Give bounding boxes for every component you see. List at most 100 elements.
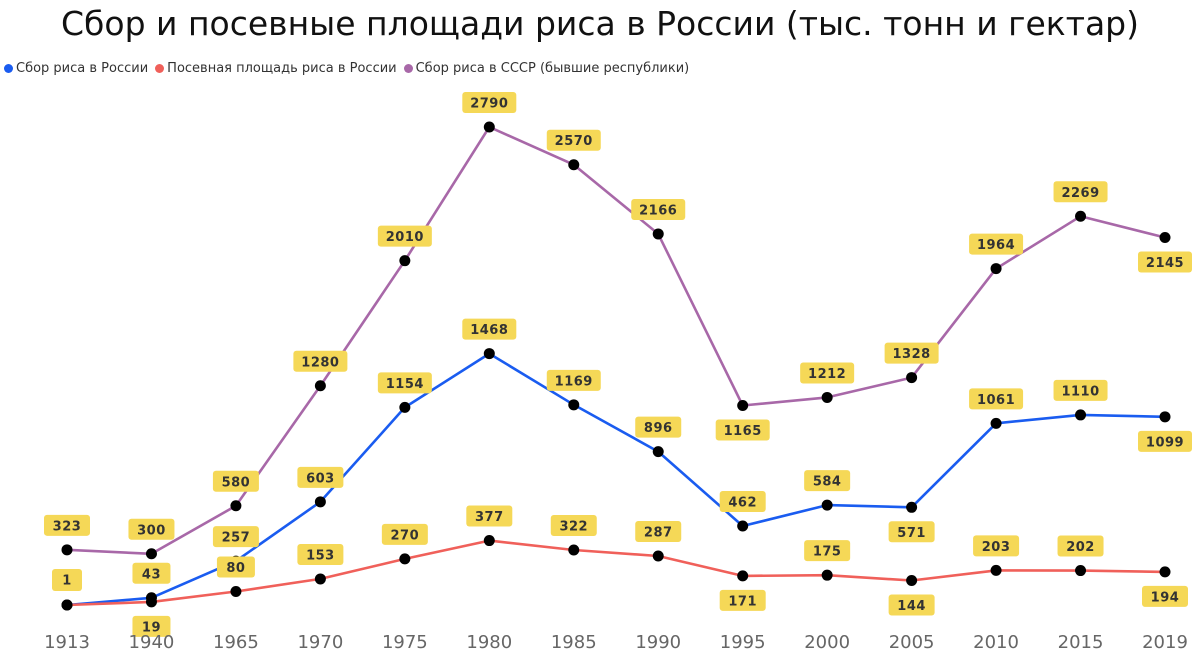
data-label-background [297, 543, 344, 565]
data-label: 323 [44, 514, 90, 536]
data-label-background [212, 470, 259, 492]
data-label-text: 2570 [555, 134, 593, 149]
data-point[interactable] [483, 348, 495, 360]
data-label: 580 [212, 470, 259, 492]
legend-item-russia-area[interactable]: Посевная площадь риса в России [155, 61, 397, 76]
data-point[interactable] [314, 380, 326, 392]
x-tick-label: 1975 [382, 632, 428, 653]
data-point[interactable] [737, 570, 749, 582]
data-label-text: 377 [475, 510, 504, 525]
data-label-background [635, 520, 682, 542]
data-label: 203 [973, 535, 1020, 557]
data-point[interactable] [990, 564, 1002, 576]
data-point[interactable] [145, 548, 157, 560]
data-point[interactable] [483, 121, 495, 133]
data-label-background [969, 388, 1024, 410]
data-label-background [44, 514, 90, 536]
data-point[interactable] [399, 401, 411, 413]
data-point[interactable] [568, 159, 580, 171]
data-point[interactable] [1075, 210, 1087, 222]
legend-label-ussr-harvest: Сбор риса в СССР (бывшие республики) [415, 61, 690, 76]
data-point[interactable] [61, 544, 73, 556]
data-point[interactable] [230, 500, 242, 512]
data-label-background [804, 540, 851, 562]
data-point[interactable] [990, 417, 1002, 429]
data-point[interactable] [145, 596, 157, 608]
data-label: 2145 [1138, 251, 1192, 273]
legend-label-russia-harvest: Сбор риса в России [16, 61, 149, 76]
data-label-background [888, 521, 935, 543]
data-label-text: 1061 [977, 393, 1015, 408]
data-label-background [212, 526, 259, 548]
data-label-text: 175 [813, 545, 842, 560]
data-label: 1110 [1053, 379, 1108, 401]
data-point[interactable] [821, 569, 833, 581]
data-point[interactable] [1159, 411, 1171, 423]
data-point[interactable] [737, 400, 749, 412]
legend-marker-ussr-harvest [403, 64, 413, 73]
data-label-text: 80 [226, 561, 245, 576]
data-label-background [128, 518, 175, 540]
data-point[interactable] [821, 499, 833, 511]
data-label: 571 [888, 521, 935, 543]
data-label-text: 257 [222, 531, 251, 546]
data-label-background [132, 562, 171, 584]
data-label-background [462, 92, 517, 113]
data-label-text: 19 [142, 620, 161, 635]
data-point[interactable] [568, 399, 580, 411]
data-point[interactable] [61, 599, 73, 611]
data-point[interactable] [737, 520, 749, 532]
data-point[interactable] [314, 496, 326, 508]
data-point[interactable] [990, 263, 1002, 275]
data-point[interactable] [1075, 409, 1087, 421]
data-point[interactable] [906, 501, 918, 513]
data-label-text: 300 [137, 523, 166, 538]
data-label-text: 1964 [977, 238, 1015, 253]
data-point[interactable] [821, 391, 833, 403]
data-label: 1169 [546, 369, 601, 391]
x-tick-label: 2005 [889, 632, 935, 653]
data-label-text: 194 [1151, 590, 1180, 605]
data-label: 896 [635, 416, 682, 438]
data-label-text: 322 [559, 519, 588, 534]
x-tick-label: 1965 [213, 632, 259, 653]
x-tick-label: 1913 [44, 632, 90, 653]
data-label: 1154 [377, 372, 432, 394]
data-point[interactable] [652, 228, 664, 240]
data-point[interactable] [906, 574, 918, 586]
data-label-background [52, 569, 82, 590]
data-label-background [1142, 585, 1188, 607]
data-label: 287 [635, 520, 682, 542]
data-point[interactable] [399, 553, 411, 565]
x-tick-label: 2015 [1058, 632, 1104, 653]
legend-item-russia-harvest[interactable]: Сбор риса в России [4, 61, 148, 76]
data-point[interactable] [314, 573, 326, 585]
data-point[interactable] [1075, 565, 1087, 577]
data-label: 300 [128, 518, 175, 540]
data-label-background [293, 350, 348, 372]
data-label-background [888, 594, 935, 616]
data-point[interactable] [652, 446, 664, 458]
data-point[interactable] [399, 255, 411, 267]
chart-legend: Сбор риса в России Посевная площадь риса… [4, 61, 696, 76]
data-label-text: 1099 [1146, 435, 1184, 450]
data-point[interactable] [1159, 232, 1171, 244]
legend-marker-russia-harvest [4, 64, 13, 73]
data-point[interactable] [1159, 566, 1171, 578]
data-label-background [132, 615, 171, 637]
data-label-text: 571 [897, 526, 926, 541]
data-point[interactable] [652, 550, 664, 562]
data-point[interactable] [568, 544, 580, 556]
data-point[interactable] [906, 372, 918, 384]
data-point[interactable] [230, 585, 242, 597]
data-label: 2166 [631, 198, 686, 220]
legend-item-ussr-harvest[interactable]: Сбор риса в СССР (бывшие республики) [403, 61, 690, 76]
data-label-background [804, 470, 851, 492]
data-point[interactable] [483, 535, 495, 547]
data-label: 584 [804, 470, 851, 492]
data-label-text: 1 [62, 574, 72, 589]
data-label: 19 [132, 615, 171, 637]
data-label-text: 2010 [386, 230, 424, 245]
data-label-background [715, 419, 770, 441]
